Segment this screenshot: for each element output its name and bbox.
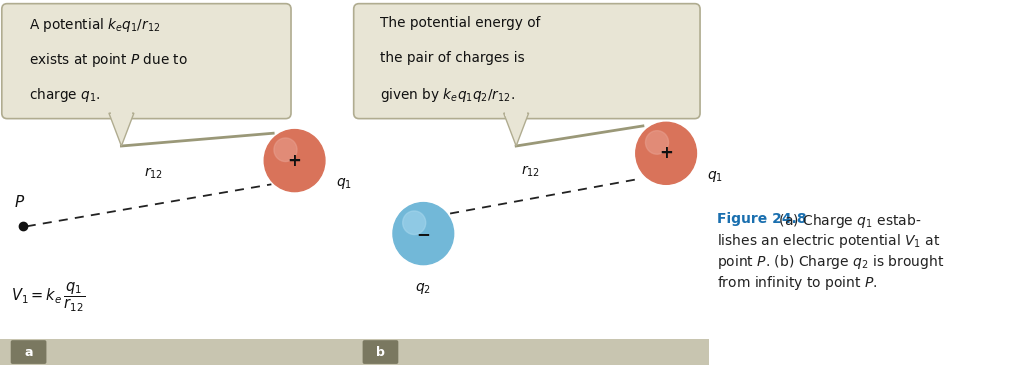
- Text: $P$: $P$: [14, 194, 25, 210]
- Circle shape: [403, 211, 425, 235]
- FancyBboxPatch shape: [362, 340, 398, 364]
- Circle shape: [393, 203, 453, 265]
- Circle shape: [264, 130, 325, 192]
- Polygon shape: [111, 110, 132, 116]
- Text: −: −: [416, 224, 431, 243]
- Text: Figure 24.8: Figure 24.8: [717, 212, 806, 226]
- Text: charge $q_1$.: charge $q_1$.: [29, 86, 100, 104]
- Text: b: b: [376, 346, 385, 358]
- Text: $r_{12}$: $r_{12}$: [144, 165, 164, 181]
- Text: $V_1 = k_e\,\dfrac{q_1}{r_{12}}$: $V_1 = k_e\,\dfrac{q_1}{r_{12}}$: [10, 281, 85, 314]
- Bar: [0, 339, 357, 365]
- Text: +: +: [288, 151, 301, 170]
- Bar: [352, 339, 709, 365]
- Polygon shape: [109, 113, 134, 146]
- Text: given by $k_eq_1q_2/r_{12}$.: given by $k_eq_1q_2/r_{12}$.: [381, 86, 515, 104]
- Text: $q_1$: $q_1$: [707, 169, 723, 184]
- Circle shape: [635, 122, 697, 184]
- Text: +: +: [659, 144, 673, 162]
- Circle shape: [646, 131, 669, 154]
- FancyBboxPatch shape: [354, 4, 700, 119]
- Text: $q_1$: $q_1$: [335, 176, 352, 191]
- Text: A potential $k_eq_1/r_{12}$: A potential $k_eq_1/r_{12}$: [29, 16, 159, 34]
- Text: (a) Charge $q_1$ estab-
lishes an electric potential $V_1$ at
point $P$. (b) Cha: (a) Charge $q_1$ estab- lishes an electr…: [717, 212, 944, 292]
- Text: the pair of charges is: the pair of charges is: [381, 51, 525, 65]
- Text: a: a: [24, 346, 33, 358]
- Polygon shape: [505, 110, 527, 116]
- FancyBboxPatch shape: [10, 340, 47, 364]
- Polygon shape: [504, 113, 529, 146]
- Text: The potential energy of: The potential energy of: [381, 16, 541, 30]
- FancyBboxPatch shape: [2, 4, 291, 119]
- Text: exists at point $P$ due to: exists at point $P$ due to: [29, 51, 187, 69]
- Circle shape: [274, 138, 297, 162]
- Text: $q_2$: $q_2$: [415, 281, 432, 296]
- Text: $r_{12}$: $r_{12}$: [521, 164, 540, 179]
